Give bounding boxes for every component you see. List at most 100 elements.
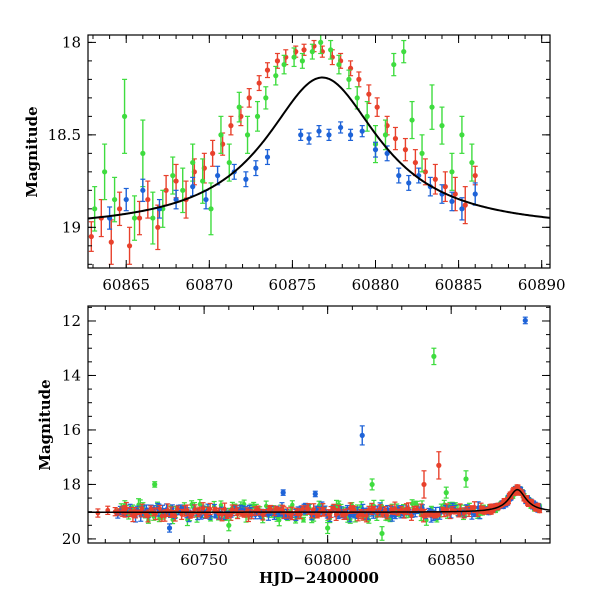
data-point-green (92, 186, 98, 232)
data-point-red (126, 226, 133, 265)
data-point-green (369, 478, 375, 491)
x-tick-label: 60750 (180, 551, 228, 569)
data-point-red (136, 200, 143, 236)
data-point-green (449, 152, 455, 191)
data-point-green (325, 521, 331, 535)
bottom-panel-ticks: 60750 60800 60850 12 14 16 18 20 (62, 306, 551, 569)
y-tick-label: 18 (62, 33, 81, 51)
top-panel-ticks: 60865 60870 60875 60880 60885 60890 18 18.5 19 (48, 33, 566, 294)
data-point-green (102, 143, 108, 201)
data-point-blue (140, 178, 146, 203)
data-point-red (412, 149, 418, 177)
data-point-green (111, 176, 118, 223)
data-point-blue (326, 128, 332, 142)
data-point-red (182, 505, 188, 517)
data-point-blue (203, 189, 209, 210)
data-point-red (273, 505, 279, 513)
x-tick-label: 60875 (269, 276, 317, 294)
data-point-green (208, 182, 214, 236)
data-point-green (439, 106, 445, 145)
data-point-green (200, 158, 206, 204)
data-point-green (391, 52, 397, 77)
data-point-blue (347, 128, 354, 142)
y-tick-label: 18.5 (48, 126, 81, 144)
data-point-red (116, 191, 123, 227)
data-point-green (152, 481, 158, 488)
data-point-red (268, 504, 274, 512)
data-point-blue (264, 149, 271, 166)
data-point-green (463, 470, 469, 488)
data-point-blue (396, 167, 402, 184)
top-panel-data-points (88, 35, 478, 265)
x-tick-label: 60850 (427, 551, 475, 569)
y-tick-label: 16 (62, 421, 81, 439)
data-point-red (333, 508, 339, 521)
data-point-red (472, 165, 478, 186)
data-point-blue (416, 167, 422, 184)
x-tick-label: 60885 (435, 276, 483, 294)
data-point-green (379, 526, 385, 541)
data-point-red (505, 499, 511, 505)
data-point-blue (359, 425, 365, 446)
data-point-red (422, 158, 428, 186)
data-point-red (392, 126, 399, 151)
bottom-panel: 60750 60800 60850 12 14 16 18 20 Magnitude HJD−… (36, 305, 551, 587)
data-point-red (249, 509, 255, 520)
data-point-green (443, 486, 449, 499)
data-point-red (224, 513, 230, 519)
data-point-red (452, 176, 458, 212)
data-point-blue (123, 187, 129, 212)
data-point-green (409, 100, 415, 140)
data-point-green (263, 86, 269, 110)
data-point-red (360, 510, 366, 521)
x-tick-label: 60865 (102, 276, 150, 294)
data-point-red (436, 451, 442, 480)
data-point-blue (359, 125, 365, 138)
top-y-axis-label: Magnitude (23, 106, 41, 197)
data-point-green (469, 143, 475, 182)
data-point-blue (298, 128, 304, 142)
data-point-red (442, 171, 448, 203)
data-point-blue (253, 160, 259, 177)
data-point-red (184, 504, 190, 517)
data-point-blue (522, 316, 528, 325)
y-tick-label: 12 (62, 312, 81, 330)
y-tick-label: 19 (62, 218, 81, 236)
data-point-blue (372, 141, 379, 158)
data-point-red (192, 504, 198, 515)
data-point-green (419, 134, 425, 173)
data-point-blue (316, 125, 322, 138)
data-point-blue (459, 197, 465, 221)
bottom-x-axis-label: HJD−2400000 (259, 569, 379, 587)
data-point-red (105, 505, 111, 515)
data-point-red (377, 504, 383, 513)
data-point-red (356, 71, 362, 88)
data-point-red (88, 221, 94, 252)
x-tick-label: 60880 (352, 276, 400, 294)
data-point-blue (406, 174, 412, 191)
y-tick-label: 18 (62, 475, 81, 493)
data-point-green (364, 100, 370, 132)
data-point-blue (306, 132, 312, 145)
data-point-red (256, 75, 262, 92)
data-point-green (336, 54, 342, 75)
x-tick-label: 60870 (185, 276, 233, 294)
data-point-green (236, 91, 242, 123)
bottom-panel-data-points (95, 316, 543, 541)
bottom-y-axis-label: Magnitude (36, 379, 54, 470)
data-point-red (95, 508, 101, 518)
data-point-red (264, 62, 271, 79)
data-point-green (254, 100, 261, 132)
x-tick-label: 60800 (304, 551, 352, 569)
data-point-red (246, 88, 252, 108)
top-panel-model-curve (88, 76, 550, 220)
data-point-green (429, 84, 435, 130)
data-point-red (163, 174, 169, 206)
data-point-green (121, 78, 128, 154)
data-point-green (226, 519, 232, 532)
data-point-green (309, 43, 315, 60)
data-point-red (145, 180, 151, 219)
data-point-green (218, 115, 224, 154)
data-point-red (200, 502, 206, 515)
